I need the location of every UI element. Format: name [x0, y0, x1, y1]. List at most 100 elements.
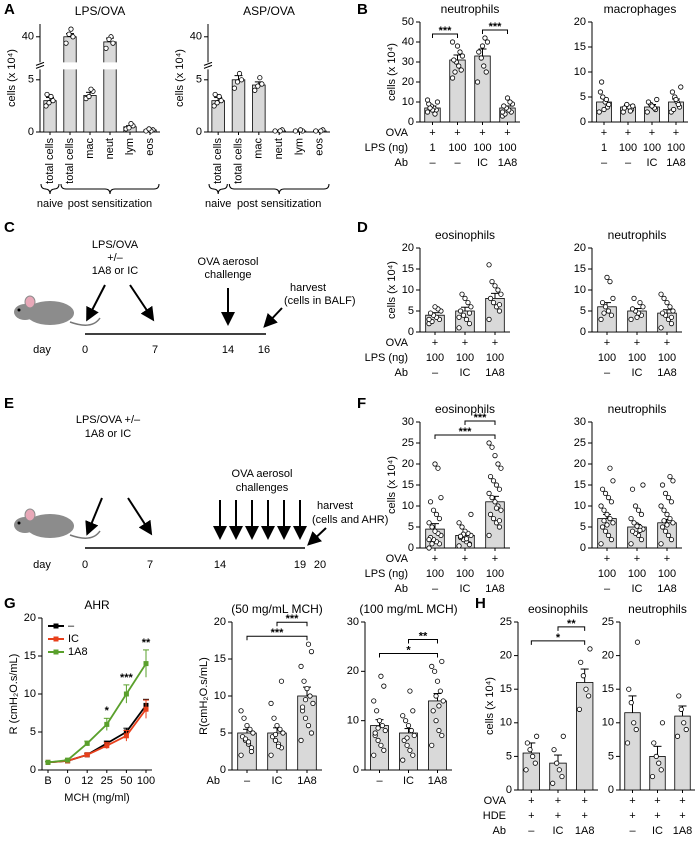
data-point: [659, 720, 666, 726]
x-axis-label: MCH (mg/ml): [64, 792, 129, 804]
significance-label: *: [556, 632, 561, 644]
data-point: [670, 478, 676, 484]
group-label: naive: [37, 198, 63, 210]
y-tick-label: 10: [347, 715, 359, 727]
row-value: 1A8: [485, 367, 505, 379]
data-point: [302, 697, 309, 703]
x-tick-label: eos: [144, 138, 156, 156]
data-point: [661, 295, 667, 301]
data-point: [551, 747, 557, 753]
data-point: [606, 101, 612, 108]
data-point: [241, 715, 247, 721]
data-point: [310, 700, 316, 707]
legend-label: 1A8: [68, 646, 88, 658]
data-point: [436, 703, 442, 709]
data-point: [308, 648, 315, 655]
row-label: LPS (ng): [365, 142, 408, 154]
arrow: [86, 284, 106, 322]
row-label: Ab: [493, 825, 506, 837]
treatment-text: 1A8 or IC: [85, 428, 132, 440]
data-point: [426, 536, 432, 543]
data-point: [658, 541, 664, 547]
row-value: 100: [598, 568, 616, 580]
data-point: [498, 291, 504, 297]
significance-bracket: [530, 640, 586, 645]
y-tick-label: 20: [24, 612, 36, 624]
significance-label: **: [567, 618, 576, 630]
row-value: +: [555, 795, 561, 807]
data-point: [245, 739, 252, 745]
data-point: [123, 733, 129, 739]
data-point: [638, 511, 645, 518]
data-point: [649, 103, 655, 109]
data-point: [483, 69, 489, 75]
data-point: [607, 278, 613, 285]
day-number: 19: [294, 559, 306, 571]
data-point: [110, 40, 116, 46]
treatment-text: LPS/OVA +/–: [76, 414, 141, 426]
row-value: 100: [456, 352, 474, 364]
data-point: [375, 737, 381, 744]
y-tick-label: 20: [574, 458, 586, 470]
row-value: +: [429, 127, 435, 139]
data-point: [631, 295, 637, 301]
data-point: [498, 465, 504, 471]
data-point: [272, 737, 279, 744]
y-tick-label: 0: [353, 764, 359, 776]
row-label: OVA: [386, 337, 409, 349]
data-point: [608, 536, 615, 543]
significance-label: ***: [271, 627, 285, 639]
row-label: OVA: [386, 127, 409, 139]
panel-label: F: [357, 395, 366, 412]
break-mark: [35, 64, 45, 69]
data-point: [216, 93, 222, 100]
data-point: [43, 103, 49, 109]
x-tick-label: total cells: [232, 138, 244, 184]
y-tick-label: 15: [574, 41, 586, 53]
y-tick-label: 0: [408, 542, 414, 554]
data-point: [268, 700, 274, 707]
data-point: [664, 511, 670, 518]
data-point: [63, 40, 69, 46]
y-tick-label: 10: [574, 500, 586, 512]
data-point: [600, 94, 606, 100]
schematic-e: LPS/OVA +/– 1A8 or IC OVA aerosol challe…: [14, 414, 388, 571]
y-tick-label: 0: [220, 764, 226, 776]
data-point: [449, 75, 456, 81]
data-point: [433, 511, 440, 518]
data-point: [633, 726, 639, 733]
row-value: +: [581, 795, 587, 807]
data-point: [84, 740, 90, 746]
data-point: [599, 79, 605, 85]
panel-label: G: [4, 595, 16, 612]
data-point: [430, 507, 437, 513]
arrow: [127, 497, 153, 536]
data-point: [578, 659, 584, 665]
row-value: IC: [477, 157, 488, 169]
row-value: –: [528, 825, 535, 837]
data-point: [498, 507, 504, 513]
data-point: [658, 325, 664, 331]
y-tick-label: 10: [574, 66, 586, 78]
data-point: [608, 499, 615, 505]
data-point: [624, 740, 631, 746]
data-point: [45, 759, 51, 765]
data-point: [671, 106, 677, 113]
data-point: [474, 79, 481, 85]
data-point: [271, 715, 277, 721]
row-value: +: [492, 337, 498, 349]
legend-marker: [53, 649, 59, 655]
y-tick-label: 20: [214, 616, 226, 628]
y-tick-label: 15: [402, 263, 414, 275]
data-point: [411, 732, 417, 739]
y-tick-label: 0: [30, 764, 36, 776]
data-point: [48, 93, 54, 100]
mouse-icon: [14, 508, 101, 539]
chart-title: ASP/OVA: [243, 4, 295, 18]
data-point: [605, 308, 612, 314]
data-point: [439, 732, 445, 739]
data-point: [597, 89, 604, 95]
y-tick-label: 50: [402, 16, 414, 28]
row-value: +: [504, 127, 510, 139]
row-value: 1A8: [297, 775, 317, 787]
